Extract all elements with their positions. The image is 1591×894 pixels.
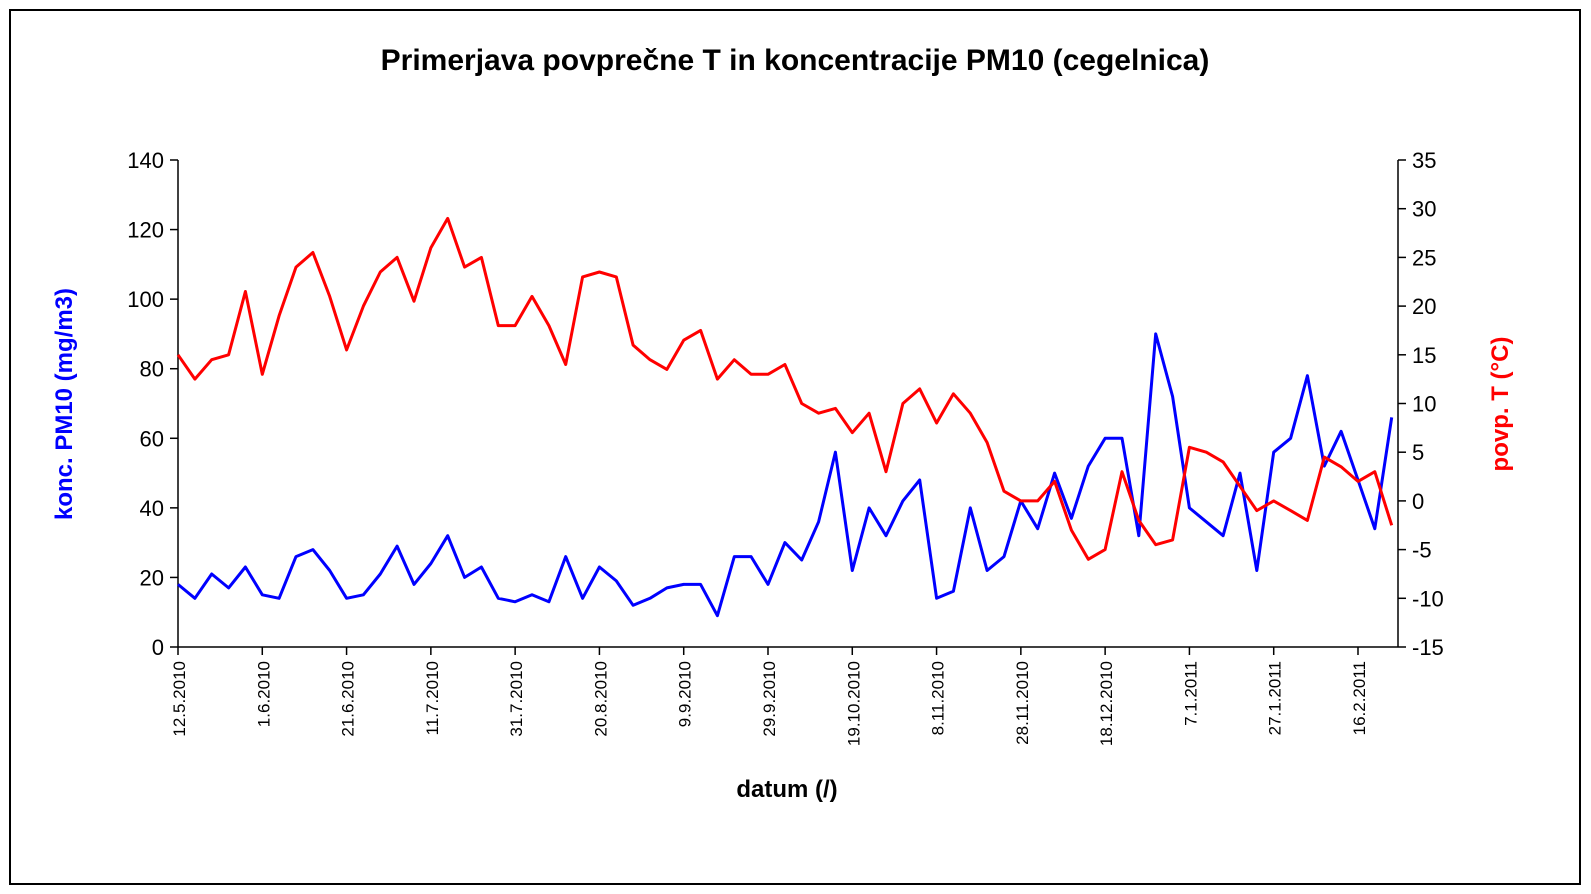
y-tick-label: 40 xyxy=(140,496,164,521)
x-tick-label: 1.6.2010 xyxy=(254,661,273,727)
x-tick-label: 7.1.2011 xyxy=(1181,661,1200,726)
x-tick-label: 19.10.2010 xyxy=(844,661,863,746)
y-tick-label: 0 xyxy=(152,635,164,660)
y-tick-label: 140 xyxy=(127,148,164,173)
series-line xyxy=(177,332,1394,618)
series-line xyxy=(176,216,1394,561)
y2-tick-label: 15 xyxy=(1412,343,1436,368)
y2-axis-title: povp. T (°C) xyxy=(1487,337,1514,472)
x-tick-label: 11.7.2010 xyxy=(423,661,442,735)
y2-tick-label: 10 xyxy=(1412,392,1436,417)
y2-tick-label: 5 xyxy=(1412,440,1424,465)
x-axis-title: datum (/) xyxy=(736,776,837,803)
x-tick-label: 20.8.2010 xyxy=(591,661,610,737)
y-tick-label: 20 xyxy=(140,565,164,590)
y-tick-label: 120 xyxy=(127,218,164,243)
y2-tick-label: -15 xyxy=(1412,635,1444,660)
chart-title: Primerjava povprečne T in koncentracije … xyxy=(381,44,1210,77)
x-tick-label: 12.5.2010 xyxy=(170,661,189,737)
x-tick-label: 31.7.2010 xyxy=(507,661,526,737)
y-axis-title: konc. PM10 (mg/m3) xyxy=(51,288,78,520)
y2-tick-label: -5 xyxy=(1412,538,1432,563)
y2-tick-label: 20 xyxy=(1412,294,1436,319)
y-tick-label: 80 xyxy=(140,357,164,382)
y2-tick-label: -10 xyxy=(1412,586,1444,611)
x-tick-label: 29.9.2010 xyxy=(760,661,779,737)
x-tick-label: 9.9.2010 xyxy=(676,661,695,727)
y2-tick-label: 30 xyxy=(1412,197,1436,222)
x-tick-label: 28.11.2010 xyxy=(1013,661,1032,745)
x-tick-label: 16.2.2011 xyxy=(1350,661,1369,735)
y2-tick-label: 0 xyxy=(1412,489,1424,514)
y-tick-label: 100 xyxy=(127,287,164,312)
y2-tick-label: 25 xyxy=(1412,245,1436,270)
x-tick-label: 21.6.2010 xyxy=(339,661,358,737)
y-tick-label: 60 xyxy=(140,426,164,451)
x-tick-label: 18.12.2010 xyxy=(1097,661,1116,746)
x-tick-label: 8.11.2010 xyxy=(929,661,948,735)
y2-tick-label: 35 xyxy=(1412,148,1436,173)
x-tick-label: 27.1.2011 xyxy=(1266,661,1285,735)
chart-frame xyxy=(9,9,1581,885)
